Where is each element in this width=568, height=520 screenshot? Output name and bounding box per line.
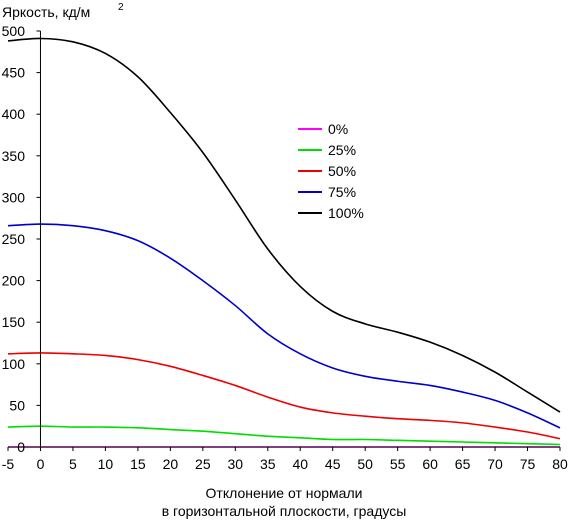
series-line [7,352,561,440]
series-2 [7,352,561,440]
x-tick-label: -5 [2,456,15,472]
legend-label: 25% [328,142,356,158]
x-axis-title-line1: Отклонение от нормали [206,485,363,501]
x-tick-label: 25 [195,456,211,472]
series-line [7,223,561,429]
legend-label: 50% [328,163,356,179]
legend-item: 25% [298,142,356,158]
legend-item: 50% [298,163,356,179]
y-tick-label: 500 [2,23,26,39]
legend-label: 75% [328,184,356,200]
x-tick-label: 60 [422,456,438,472]
y-tick-label: 450 [2,65,26,81]
x-tick-label: 65 [455,456,471,472]
legend: 0% 25% 50% 75% 100% [298,121,364,221]
y-tick-label: 0 [17,439,25,455]
x-tick-label: 70 [487,456,503,472]
x-tick-label: 0 [37,456,45,472]
series-line [7,37,561,413]
y-tick-label: 300 [2,189,26,205]
legend-item: 0% [298,121,348,137]
x-tick-label: 35 [260,456,276,472]
y-tick-label: 200 [2,273,26,289]
x-axis-title-line2: в горизонтальной плоскости, градусы [162,503,407,519]
y-tick-label: 100 [2,356,26,372]
y-axis-title-superscript: 2 [118,2,124,13]
x-tick-label: 75 [520,456,536,472]
y-tick-label: 400 [2,106,26,122]
y-tick-label: 50 [9,397,25,413]
x-tick-label: 45 [325,456,341,472]
x-tick-label: 55 [390,456,406,472]
y-tick-label: 250 [2,231,26,247]
y-axis-title: Яркость, кд/м 2 [2,2,124,20]
series-1 [7,425,561,446]
legend-item: 100% [298,205,364,221]
x-tick-label: 30 [228,456,244,472]
x-tick-label: 20 [163,456,179,472]
x-tick-label: 5 [69,456,77,472]
series-4 [7,37,561,413]
series-3 [7,223,561,429]
series-layer [7,37,561,448]
y-tick-label: 150 [2,314,26,330]
x-tick-label: 80 [552,456,568,472]
series-line [7,425,561,446]
x-tick-label: 15 [130,456,146,472]
legend-label: 0% [328,121,348,137]
y-tick-label: 350 [2,148,26,164]
legend-item: 75% [298,184,356,200]
x-tick-label: 10 [98,456,114,472]
legend-label: 100% [328,205,364,221]
x-tick-label: 50 [357,456,373,472]
x-tick-label: 40 [292,456,308,472]
y-axis-title-text: Яркость, кд/м [2,4,90,20]
